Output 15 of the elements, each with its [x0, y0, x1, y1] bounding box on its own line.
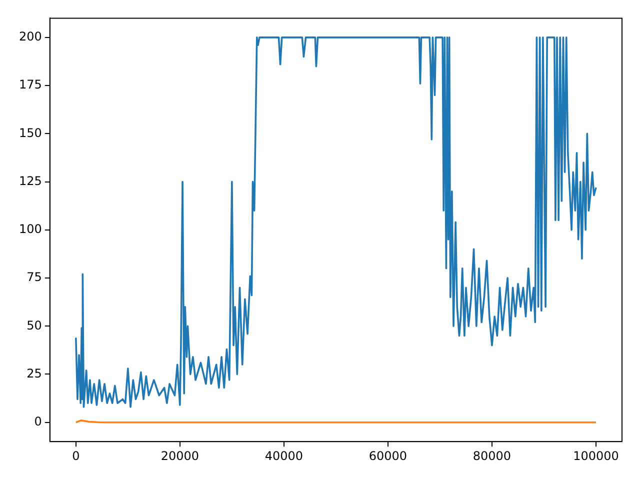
x-tick-label: 100000 [573, 448, 619, 463]
y-tick-label: 75 [26, 270, 42, 284]
y-tick-label: 125 [19, 174, 42, 188]
y-tick-label: 25 [26, 366, 42, 380]
x-tick-label: 80000 [472, 448, 512, 463]
x-tick-label: 20000 [160, 448, 200, 463]
x-tick-label: 0 [72, 448, 80, 463]
y-tick-label: 0 [34, 414, 42, 428]
y-tick-label: 175 [19, 78, 42, 92]
y-tick-label: 100 [19, 222, 42, 236]
y-tick-label: 50 [26, 318, 42, 332]
x-tick-label: 60000 [368, 448, 408, 463]
x-tick-label: 40000 [264, 448, 304, 463]
y-tick-label: 200 [19, 30, 42, 44]
y-tick-label: 150 [19, 126, 42, 140]
